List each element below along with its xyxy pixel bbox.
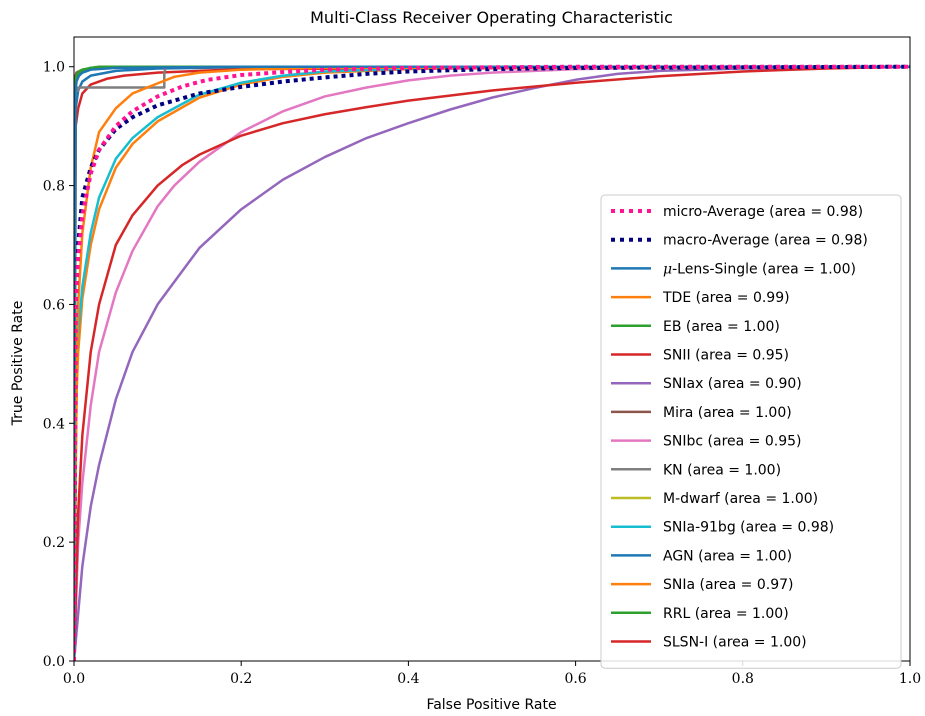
legend-label-micro-average: micro-Average (area = 0.98) [663,204,863,220]
legend-label-snia-91bg: SNIa-91bg (area = 0.98) [663,520,834,536]
legend-label-slsn-i: SLSN-I (area = 1.00) [663,635,807,651]
legend-box [600,194,902,669]
series-line-slsn-i [74,65,910,661]
legend: micro-Average (area = 0.98) macro-Average… [600,194,902,669]
series-line-macro-average [74,64,910,661]
series-line-micro-average [74,64,910,661]
legend-label-snibc: SNIbc (area = 0.95) [663,434,801,450]
x-tick-label: 0.0 [63,671,85,687]
legend-label-agn: AGN (area = 1.00) [663,548,792,564]
y-tick-label: 1.0 [43,60,65,76]
series-line-snibc [74,65,910,661]
series-line-snii [74,65,910,661]
legend-label-kn: KN (area = 1.00) [663,462,781,478]
legend-label-mu-lens-single: μ-Lens-Single (area = 1.00) [663,261,856,277]
series-line-snia-91bg [74,65,910,661]
y-axis-ticks: 0.0 0.2 0.4 0.6 0.8 1.0 [43,60,74,670]
legend-label-mira: Mira (area = 1.00) [663,405,792,421]
series-layer [74,64,910,661]
x-tick-label: 0.2 [230,671,252,687]
y-tick-label: 0.4 [43,416,65,432]
legend-label-rrl: RRL (area = 1.00) [663,606,789,622]
series-line-sniax [74,65,910,661]
y-tick-label: 0.0 [43,654,65,670]
legend-label-m-dwarf: M-dwarf (area = 1.00) [663,491,818,507]
legend-label-tde: TDE (area = 0.99) [662,290,790,306]
axes-frame [73,36,911,662]
series-line-tde [74,65,910,661]
x-tick-label: 0.8 [732,671,754,687]
legend-label-snia: SNIa (area = 0.97) [663,577,793,593]
y-tick-label: 0.6 [43,297,65,313]
series-line-mu-lens-single [74,65,910,661]
legend-label-macro-average: macro-Average (area = 0.98) [663,233,868,249]
legend-label-snii: SNII (area = 0.95) [663,348,789,364]
x-tick-label: 0.4 [397,671,419,687]
x-axis-ticks: 0.0 0.2 0.4 0.6 0.8 1.0 [63,661,921,687]
y-tick-label: 0.2 [43,535,65,551]
y-axis-label: True Positive Rate [10,301,26,427]
x-axis-label: False Positive Rate [426,697,556,713]
chart-title: Multi-Class Receiver Operating Character… [310,8,673,27]
x-tick-label: 1.0 [899,671,921,687]
legend-label-eb: EB (area = 1.00) [663,319,780,335]
x-tick-label: 0.6 [564,671,586,687]
y-tick-label: 0.8 [43,179,65,195]
legend-label-sniax: SNIax (area = 0.90) [663,376,802,392]
